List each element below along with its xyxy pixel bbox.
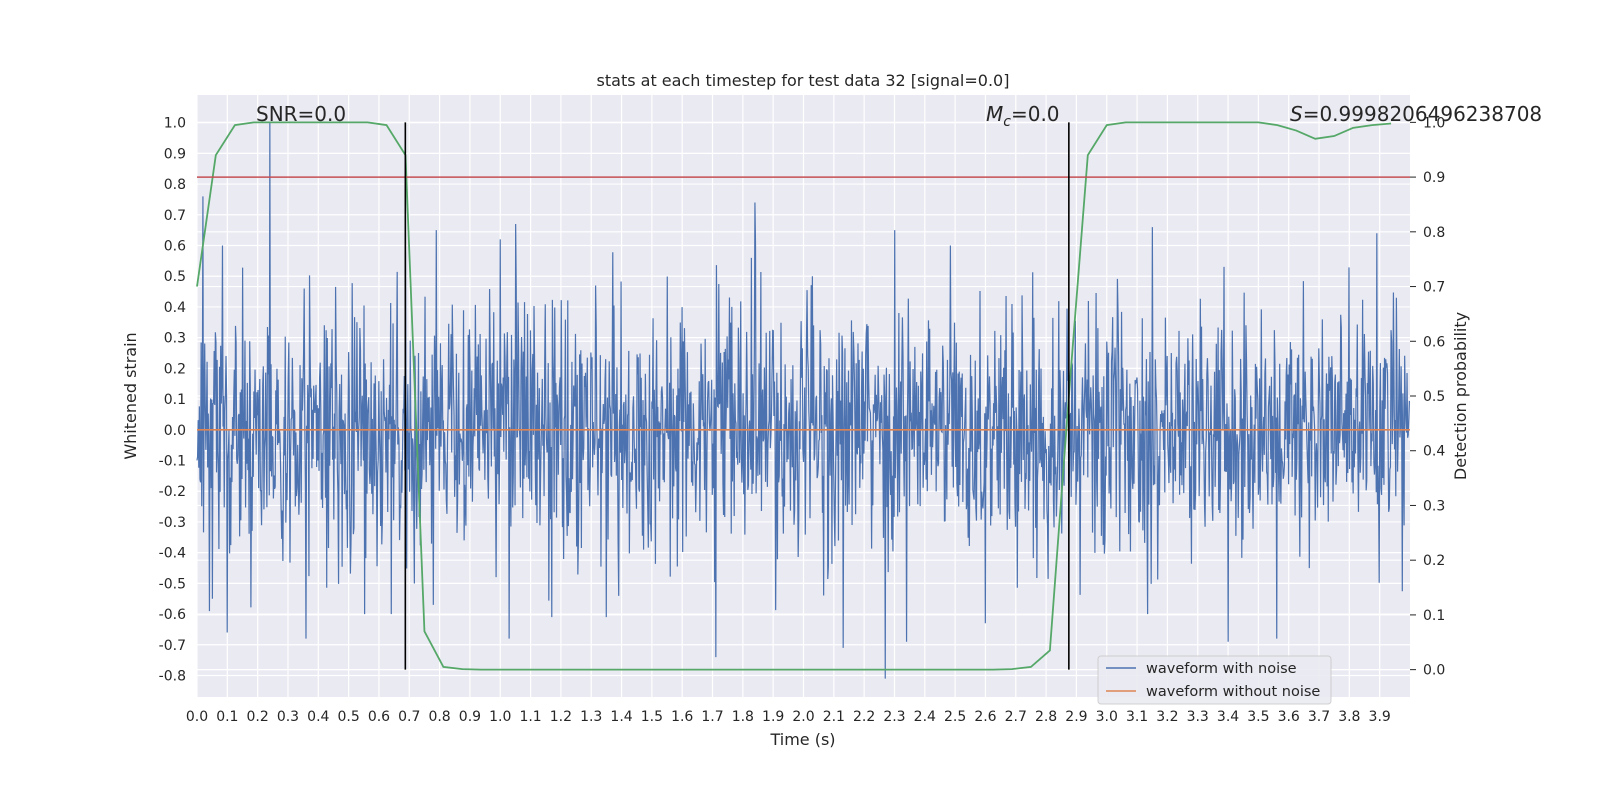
y-tick-label: 0.8 bbox=[164, 177, 186, 193]
y-tick-label: 0.1 bbox=[164, 392, 186, 408]
y-tick-label: -0.1 bbox=[159, 454, 186, 470]
x-tick-label: 2.1 bbox=[823, 709, 845, 725]
x-tick-label: 3.0 bbox=[1096, 709, 1118, 725]
score-value: =0.9998206496238708 bbox=[1303, 102, 1542, 126]
y2-tick-label: 0.7 bbox=[1423, 280, 1445, 296]
x-tick-label: 1.3 bbox=[580, 709, 602, 725]
legend-label-waveform-without-noise: waveform without noise bbox=[1146, 684, 1320, 700]
y-tick-label: 0.7 bbox=[164, 208, 186, 224]
score-annotation: S=0.9998206496238708 bbox=[1290, 102, 1542, 126]
chirp-mass-subscript: c bbox=[1003, 114, 1011, 130]
x-tick-label: 0.4 bbox=[307, 709, 329, 725]
x-tick-label: 3.4 bbox=[1217, 709, 1239, 725]
x-tick-label: 2.5 bbox=[944, 709, 966, 725]
y-tick-label: -0.5 bbox=[159, 576, 186, 592]
x-tick-labels: 0.0 0.1 0.2 0.3 0.4 0.5 0.6 0.7 0.8 0.9 1.0 1.1 1.2 1… bbox=[186, 709, 1391, 725]
x-axis-label: Time (s) bbox=[769, 730, 835, 749]
x-tick-label: 2.2 bbox=[853, 709, 875, 725]
x-tick-label: 0.2 bbox=[247, 709, 269, 725]
y2-tick-marks bbox=[1410, 121, 1416, 671]
y2-tick-label: 0.6 bbox=[1423, 334, 1445, 350]
x-tick-label: 1.9 bbox=[762, 709, 784, 725]
y-tick-label: 0.2 bbox=[164, 361, 186, 377]
x-tick-label: 3.8 bbox=[1338, 709, 1360, 725]
y2-tick-label: 0.8 bbox=[1423, 225, 1445, 241]
y-tick-label: 0.9 bbox=[164, 146, 186, 162]
y-tick-label: -0.7 bbox=[159, 638, 186, 654]
vertical-markers bbox=[404, 122, 1070, 670]
x-tick-label: 3.9 bbox=[1369, 709, 1391, 725]
snr-annotation: SNR=0.0 bbox=[256, 102, 346, 126]
x-tick-label: 3.7 bbox=[1308, 709, 1330, 725]
y2-axis-label: Detection probability bbox=[1451, 312, 1470, 480]
y-tick-label: 0.6 bbox=[164, 239, 186, 255]
x-tick-label: 3.3 bbox=[1187, 709, 1209, 725]
x-tick-label: 2.3 bbox=[883, 709, 905, 725]
waveform-with-noise-line bbox=[196, 122, 1411, 679]
x-tick-label: 2.4 bbox=[914, 709, 936, 725]
x-tick-label: 2.8 bbox=[1035, 709, 1057, 725]
chirp-mass-symbol: M bbox=[986, 102, 1003, 126]
y2-tick-label: 0.4 bbox=[1423, 444, 1445, 460]
x-tick-label: 1.1 bbox=[519, 709, 541, 725]
x-tick-label: 2.6 bbox=[974, 709, 996, 725]
detection-probability-series bbox=[196, 121, 1392, 671]
chirp-mass-annotation: Mc=0.0 bbox=[986, 102, 1060, 130]
chirp-mass-value: =0.0 bbox=[1011, 102, 1060, 126]
x-tick-label: 0.3 bbox=[277, 709, 299, 725]
y2-tick-labels: 0.0 0.1 0.2 0.3 0.4 0.5 0.6 0.7 0.8 0.9 1.0 bbox=[1423, 115, 1445, 678]
x-tick-label: 1.5 bbox=[641, 709, 663, 725]
x-tick-label: 0.7 bbox=[398, 709, 420, 725]
x-tick-label: 1.2 bbox=[550, 709, 572, 725]
y-axis-label: Whitened strain bbox=[121, 332, 140, 459]
legend: waveform with noise waveform without noi… bbox=[1097, 655, 1332, 705]
y2-tick-label: 0.1 bbox=[1423, 608, 1445, 624]
x-tick-label: 1.4 bbox=[610, 709, 632, 725]
y-tick-label: -0.6 bbox=[159, 607, 186, 623]
x-tick-label: 0.5 bbox=[337, 709, 359, 725]
y-tick-label: -0.8 bbox=[159, 669, 186, 685]
y-tick-label: -0.2 bbox=[159, 484, 186, 500]
chart-title: stats at each timestep for test data 32 … bbox=[597, 71, 1010, 90]
x-tick-label: 1.8 bbox=[732, 709, 754, 725]
y2-tick-label: 0.5 bbox=[1423, 389, 1445, 405]
x-tick-label: 0.8 bbox=[428, 709, 450, 725]
x-tick-label: 2.9 bbox=[1065, 709, 1087, 725]
y2-tick-label: 0.3 bbox=[1423, 498, 1445, 514]
y-tick-label: 0.3 bbox=[164, 331, 186, 347]
x-tick-label: 2.0 bbox=[792, 709, 814, 725]
x-tick-label: 1.0 bbox=[489, 709, 511, 725]
legend-box bbox=[1097, 655, 1332, 705]
y2-tick-label: 0.9 bbox=[1423, 170, 1445, 186]
x-tick-label: 0.0 bbox=[186, 709, 208, 725]
waveform-with-noise-series bbox=[196, 122, 1411, 679]
y2-tick-label: 0.0 bbox=[1423, 663, 1445, 679]
y-tick-label: 0.0 bbox=[164, 423, 186, 439]
y2-tick-label: 0.2 bbox=[1423, 553, 1445, 569]
y-tick-label: 1.0 bbox=[164, 116, 186, 132]
x-tick-label: 3.2 bbox=[1156, 709, 1178, 725]
legend-label-waveform-with-noise: waveform with noise bbox=[1146, 661, 1297, 677]
y2-tick-label: 1.0 bbox=[1423, 115, 1445, 131]
x-tick-label: 3.5 bbox=[1247, 709, 1269, 725]
y-tick-label: -0.3 bbox=[159, 515, 186, 531]
x-tick-label: 1.6 bbox=[671, 709, 693, 725]
x-tick-label: 0.1 bbox=[216, 709, 238, 725]
x-tick-label: 0.9 bbox=[459, 709, 481, 725]
y-tick-label: -0.4 bbox=[159, 546, 186, 562]
y-tick-labels: -0.8 -0.7 -0.6 -0.5 -0.4 -0.3 -0.2 -0.1 0.0 0.1 0.… bbox=[159, 116, 186, 685]
x-tick-label: 2.7 bbox=[1005, 709, 1027, 725]
y-tick-label: 0.5 bbox=[164, 269, 186, 285]
score-symbol: S bbox=[1290, 102, 1303, 126]
detection-probability-line bbox=[196, 121, 1392, 671]
x-tick-label: 1.7 bbox=[701, 709, 723, 725]
x-tick-label: 3.1 bbox=[1126, 709, 1148, 725]
x-tick-label: 0.6 bbox=[368, 709, 390, 725]
x-tick-label: 3.6 bbox=[1278, 709, 1300, 725]
y-tick-label: 0.4 bbox=[164, 300, 186, 316]
